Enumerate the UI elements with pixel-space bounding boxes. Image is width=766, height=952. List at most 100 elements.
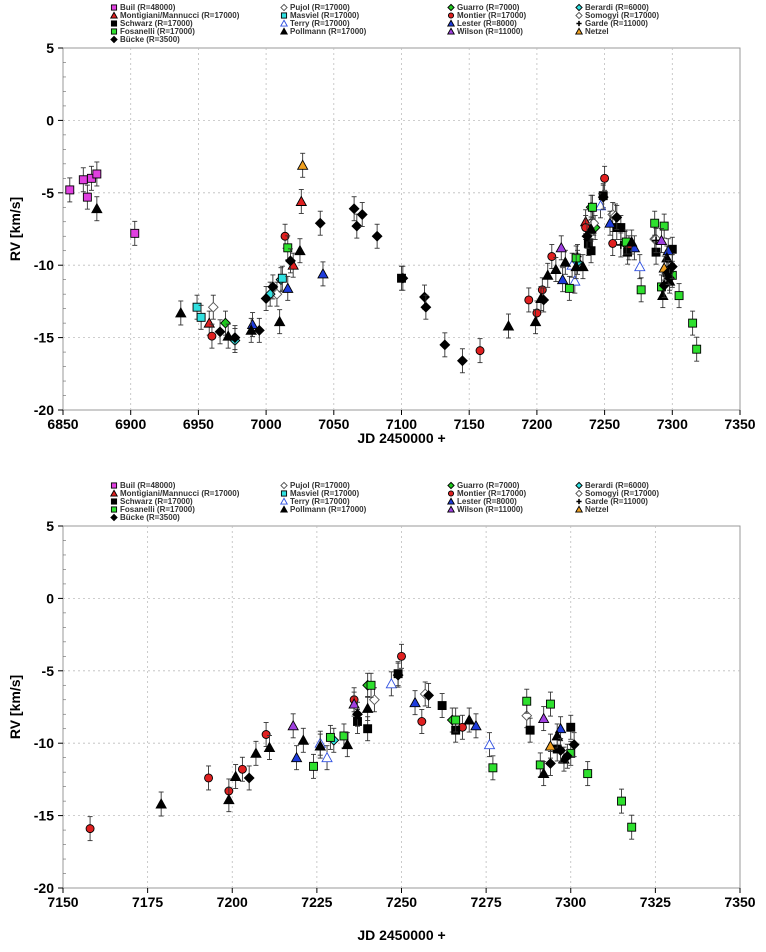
data-point [439,339,451,351]
data-point [636,285,646,295]
series [246,210,675,338]
legend-marker [280,490,288,497]
data-point [650,218,660,228]
legend-label: Lester (R=8000) [457,497,517,506]
legend-marker [110,20,118,27]
data-point [309,761,318,771]
y-axis-title: RV [km/s] [7,675,23,739]
data-point [587,202,597,212]
legend-label: Wilson (R=11000) [457,505,523,514]
legend-marker [446,497,456,505]
x-tick-label: 7250 [589,416,620,432]
legend-label: Guarro (R=7000) [457,3,520,12]
data-point [295,195,308,206]
legend-marker [279,19,289,27]
legend-label: Garde (R=11000) [585,19,648,28]
data-point [348,698,360,709]
data-point [273,315,286,327]
data-point [569,275,581,286]
data-point [537,712,550,724]
legend-label: Garde (R=11000) [585,497,648,506]
data-point [611,211,623,223]
y-tick-label: -15 [34,330,54,346]
data-point [371,230,383,242]
data-point [229,332,241,344]
legend-marker [280,3,288,12]
legend-label: Schwarz (R=17000) [120,19,193,28]
data-point [283,243,293,253]
data-point [577,260,589,272]
data-point [659,221,669,231]
data-point [537,285,547,295]
legend-marker [575,11,583,20]
data-point [541,269,554,280]
data-point [616,223,626,233]
legend-label: Schwarz (R=17000) [120,497,193,506]
data-point [341,738,354,750]
data-point [82,192,92,202]
legend-marker [110,498,118,505]
data-point [535,760,545,770]
legend-marker [576,20,582,27]
y-tick-label: -5 [42,185,55,201]
data-point [522,696,532,706]
x-tick-label: 7150 [47,894,78,910]
legend-marker [446,27,456,35]
data-point [175,307,187,318]
legend-marker [110,4,118,11]
legend-label: Netzel [585,27,609,36]
legend-label: Somogyi (R=17000) [585,489,659,498]
legend-marker [110,506,118,513]
legend-label: Netzel [585,505,609,514]
legend-label: Fosanelli (R=17000) [120,505,195,514]
data-point [463,714,475,725]
data-point [297,734,310,745]
x-tick-label: 6850 [47,416,78,432]
x-tick-label: 6900 [115,416,146,432]
data-point [688,318,698,328]
legend-marker [447,481,455,490]
y-tick-label: -10 [34,257,54,273]
x-tick-label: 7150 [454,416,485,432]
data-point [483,738,496,750]
legend-label: Terry (R=17000) [290,19,350,28]
series [214,184,678,374]
x-tick-label: 7100 [386,416,417,432]
data-point [456,355,468,367]
data-point [92,169,102,179]
legend-marker [576,498,582,505]
legend-marker [280,481,288,490]
data-point [192,302,202,312]
legend-label: Pujol (R=17000) [290,3,350,12]
data-point [207,301,219,313]
x-tick-label: 7300 [657,416,688,432]
legend-marker [446,505,456,513]
data-point [470,719,482,731]
x-axis-title: JD 2450000 + [357,430,445,446]
data-point [368,694,380,706]
data-point [502,320,515,331]
y-tick-label: 0 [46,112,54,128]
x-tick-label: 7250 [386,894,417,910]
data-point [625,236,638,247]
data-point [130,228,140,238]
data-point [537,767,550,779]
data-point [581,230,593,242]
data-point [196,312,206,322]
data-point [451,715,461,725]
legend-label: Montigiani/Mannucci (R=17000) [120,489,240,498]
data-point [583,769,593,779]
data-point [287,719,299,731]
data-point [214,326,226,338]
legend-label: Lester (R=8000) [457,19,517,28]
data-point [555,241,568,253]
legend-label: Bücke (R=3500) [120,35,180,44]
series [192,265,287,330]
data-point [409,696,421,708]
data-point [604,217,616,228]
series [155,695,570,817]
legend: Buil (R=48000) Pujol (R=17000) Guarro (R=7… [109,481,659,522]
data-point [261,730,271,739]
x-tick-label: 7175 [132,894,163,910]
data-point [544,740,557,751]
